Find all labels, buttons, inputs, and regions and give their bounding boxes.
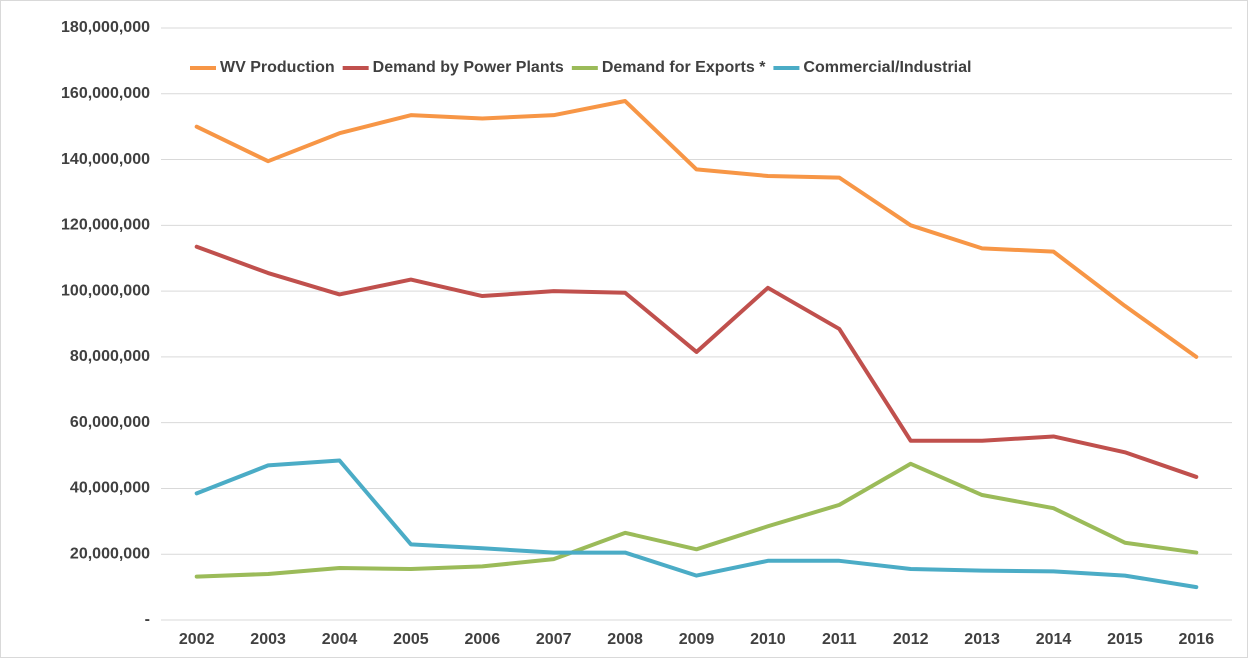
y-tick-label: 40,000,000 bbox=[70, 480, 150, 497]
y-tick-label: 160,000,000 bbox=[61, 85, 150, 102]
series-line bbox=[194, 458, 1199, 590]
legend-label: Demand for Exports * bbox=[602, 59, 766, 76]
y-tick-label: 180,000,000 bbox=[61, 19, 150, 36]
x-tick-label: 2012 bbox=[893, 631, 929, 648]
x-tick-label: 2002 bbox=[179, 631, 215, 648]
series-line bbox=[194, 244, 1199, 479]
series-line bbox=[194, 99, 1199, 359]
x-tick-label: 2003 bbox=[250, 631, 286, 648]
x-tick-label: 2006 bbox=[465, 631, 501, 648]
y-tick-label: 120,000,000 bbox=[61, 217, 150, 234]
y-tick-label: - bbox=[145, 611, 150, 628]
x-tick-label: 2015 bbox=[1107, 631, 1143, 648]
x-tick-label: 2007 bbox=[536, 631, 572, 648]
x-tick-label: 2004 bbox=[322, 631, 358, 648]
legend-label: Demand by Power Plants bbox=[373, 59, 564, 76]
x-tick-label: 2014 bbox=[1036, 631, 1072, 648]
legend-label: WV Production bbox=[220, 59, 335, 76]
x-tick-label: 2013 bbox=[964, 631, 1000, 648]
y-tick-label: 140,000,000 bbox=[61, 151, 150, 168]
y-tick-label: 60,000,000 bbox=[70, 414, 150, 431]
x-tick-label: 2005 bbox=[393, 631, 429, 648]
y-tick-label: 80,000,000 bbox=[70, 348, 150, 365]
x-tick-label: 2008 bbox=[607, 631, 643, 648]
y-tick-label: 20,000,000 bbox=[70, 545, 150, 562]
x-tick-label: 2011 bbox=[822, 631, 857, 648]
x-tick-label: 2009 bbox=[679, 631, 715, 648]
x-tick-label: 2010 bbox=[750, 631, 786, 648]
legend-label: Commercial/Industrial bbox=[803, 59, 971, 76]
x-tick-label: 2016 bbox=[1179, 631, 1215, 648]
y-tick-label: 100,000,000 bbox=[61, 282, 150, 299]
series-line bbox=[194, 461, 1199, 579]
